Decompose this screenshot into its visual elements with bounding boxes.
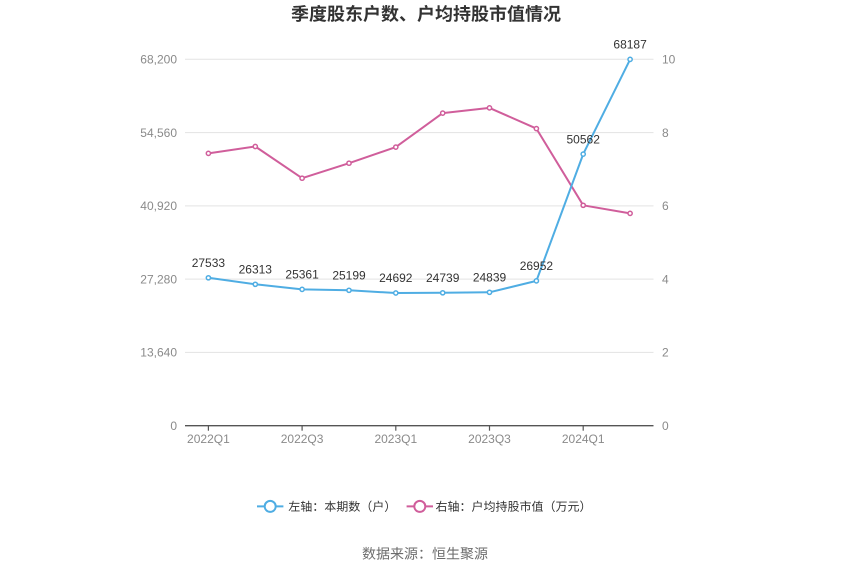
svg-text:2: 2 <box>662 346 669 360</box>
svg-text:27533: 27533 <box>192 256 226 270</box>
svg-text:2023Q3: 2023Q3 <box>468 432 511 446</box>
svg-text:0: 0 <box>662 419 669 433</box>
svg-text:27,280: 27,280 <box>140 272 177 286</box>
svg-text:2022Q3: 2022Q3 <box>281 432 324 446</box>
svg-text:10: 10 <box>662 53 676 67</box>
svg-text:68,200: 68,200 <box>140 53 177 67</box>
svg-text:26313: 26313 <box>239 263 273 277</box>
svg-text:2022Q1: 2022Q1 <box>187 432 230 446</box>
svg-text:26952: 26952 <box>520 259 554 273</box>
svg-text:2024Q1: 2024Q1 <box>562 432 605 446</box>
svg-text:40,920: 40,920 <box>140 199 177 213</box>
svg-text:50562: 50562 <box>567 132 601 146</box>
svg-text:2023Q1: 2023Q1 <box>374 432 417 446</box>
svg-text:6: 6 <box>662 199 669 213</box>
svg-text:24839: 24839 <box>473 271 507 285</box>
svg-text:25361: 25361 <box>285 268 319 282</box>
svg-text:24739: 24739 <box>426 271 460 285</box>
svg-text:0: 0 <box>170 419 177 433</box>
svg-text:68187: 68187 <box>613 38 647 52</box>
svg-text:13,640: 13,640 <box>140 346 177 360</box>
svg-text:25199: 25199 <box>332 269 366 283</box>
svg-text:24692: 24692 <box>379 271 413 285</box>
svg-text:54,560: 54,560 <box>140 126 177 140</box>
svg-text:4: 4 <box>662 272 669 286</box>
svg-text:8: 8 <box>662 126 669 140</box>
